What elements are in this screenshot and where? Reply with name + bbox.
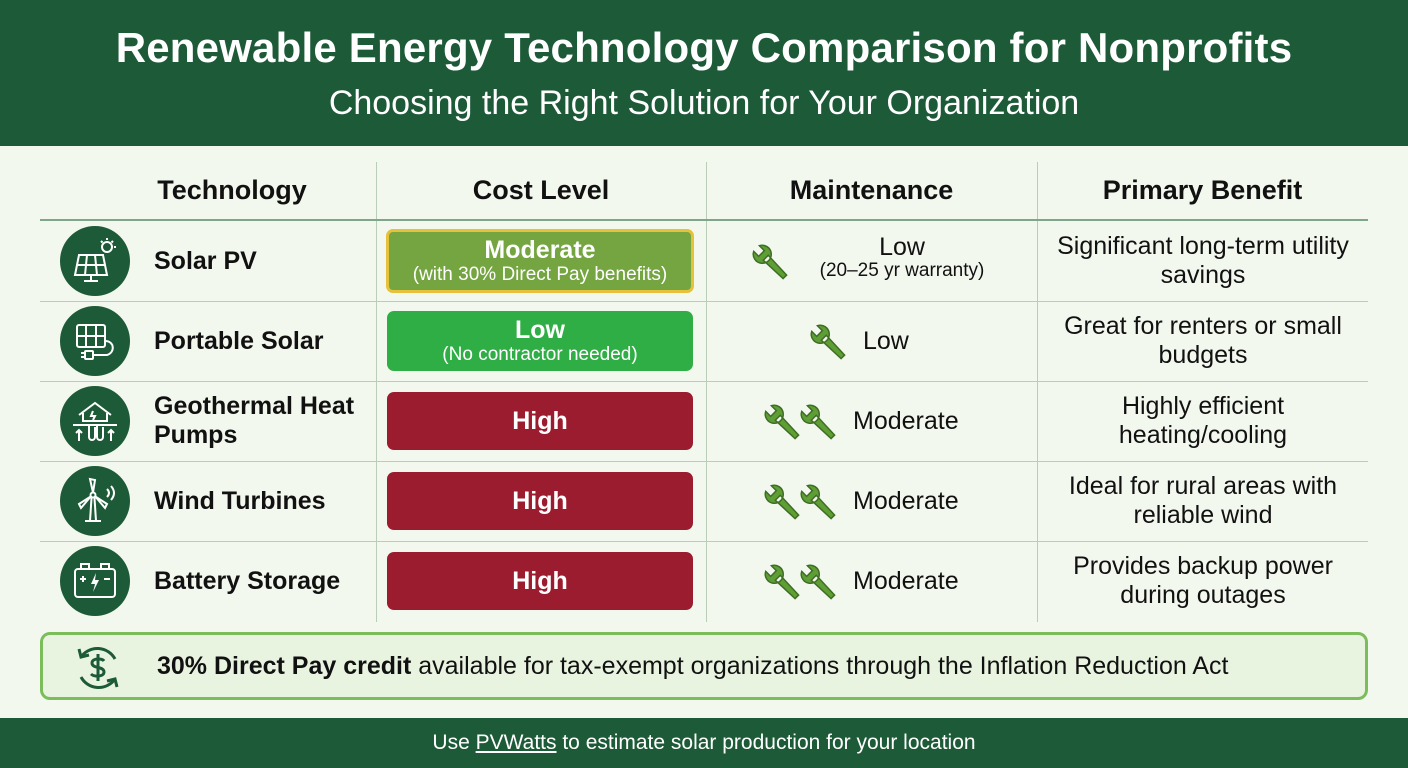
cost-badge-low: Low (No contractor needed): [387, 311, 693, 371]
technology-name: Wind Turbines: [154, 486, 326, 515]
maintenance-cell: Moderate: [707, 541, 1037, 621]
maintenance-level: Moderate: [853, 487, 959, 515]
comparison-table: Technology Cost Level Maintenance Primar…: [40, 162, 1368, 622]
technology-name: Battery Storage: [154, 566, 341, 595]
primary-benefit: Highly efficient heating/cooling: [1118, 392, 1288, 449]
cost-badge-high: High: [387, 472, 693, 530]
callout-text: 30% Direct Pay credit available for tax-…: [157, 635, 1228, 697]
primary-benefit: Provides backup power during outages: [1073, 552, 1333, 609]
column-header-cost: Cost Level: [472, 175, 610, 205]
row-divider: [40, 541, 1368, 542]
maintenance-cell: Low (20–25 yr warranty): [707, 221, 1037, 301]
wind-turbine-icon: [60, 466, 130, 536]
column-divider: [1037, 162, 1038, 622]
row-divider: [40, 461, 1368, 462]
cost-level: Moderate: [484, 236, 596, 264]
primary-benefit: Ideal for rural areas with reliable wind: [1068, 472, 1338, 529]
solar-panel-icon: [60, 226, 130, 296]
cost-level: High: [512, 567, 568, 595]
maintenance-text: Moderate: [853, 487, 959, 515]
portable-solar-icon: [60, 306, 130, 376]
maintenance-note: (20–25 yr warranty): [819, 260, 985, 281]
maintenance-text: Moderate: [853, 407, 959, 435]
battery-icon: [60, 546, 130, 616]
wrench-icon: [800, 404, 836, 440]
maintenance-cell: Low: [707, 301, 1037, 381]
footer-prefix: Use: [432, 731, 476, 754]
maintenance-cell: Moderate: [707, 461, 1037, 541]
technology-name: Portable Solar: [154, 326, 324, 355]
direct-pay-callout: 30% Direct Pay credit available for tax-…: [40, 632, 1368, 700]
footer-bar: Use PVWatts to estimate solar production…: [0, 718, 1408, 768]
column-header-maintenance: Maintenance: [789, 175, 954, 205]
page-subtitle: Choosing the Right Solution for Your Org…: [328, 84, 1080, 122]
dollar-cycle-icon: [77, 646, 119, 690]
wrench-icon: [800, 484, 836, 520]
page-title: Renewable Energy Technology Comparison f…: [115, 24, 1293, 71]
header-divider: [40, 219, 1368, 221]
cost-level: High: [512, 407, 568, 435]
cost-note: (No contractor needed): [442, 344, 638, 365]
callout-bold: 30% Direct Pay credit: [157, 652, 412, 680]
maintenance-text: Low: [863, 327, 909, 355]
cost-note: (with 30% Direct Pay benefits): [412, 264, 668, 285]
column-divider: [376, 162, 377, 622]
column-header-technology: Technology: [157, 175, 307, 205]
maintenance-text: Moderate: [853, 567, 959, 595]
table-row: Solar PV Moderate (with 30% Direct Pay b…: [40, 221, 1368, 301]
table-row: Geothermal Heat Pumps High Moderate High…: [40, 381, 1368, 461]
table-row: Portable Solar Low (No contractor needed…: [40, 301, 1368, 381]
maintenance-level: Moderate: [853, 567, 959, 595]
maintenance-level: Moderate: [853, 407, 959, 435]
wrench-icon: [752, 244, 788, 280]
geothermal-house-icon: [60, 386, 130, 456]
wrench-icon: [810, 324, 846, 360]
maintenance-cell: Moderate: [707, 381, 1037, 461]
cost-level: High: [512, 487, 568, 515]
wrench-icon: [764, 564, 800, 600]
header-banner: Renewable Energy Technology Comparison f…: [0, 0, 1408, 146]
wrench-icon: [764, 404, 800, 440]
technology-name: Solar PV: [154, 246, 257, 275]
table-row: Battery Storage High Moderate Provides b…: [40, 541, 1368, 621]
technology-name: Geothermal Heat Pumps: [154, 392, 355, 449]
table-row: Wind Turbines High Moderate Ideal for ru…: [40, 461, 1368, 541]
wrench-icon: [800, 564, 836, 600]
maintenance-text: Low (20–25 yr warranty): [807, 233, 997, 281]
row-divider: [40, 301, 1368, 302]
cost-badge-high: High: [387, 392, 693, 450]
primary-benefit: Great for renters or small budgets: [1064, 312, 1342, 369]
pvwatts-link[interactable]: PVWatts: [475, 731, 557, 754]
primary-benefit: Significant long-term utility savings: [1057, 232, 1349, 289]
row-divider: [40, 381, 1368, 382]
cost-level: Low: [515, 316, 565, 344]
column-header-benefit: Primary Benefit: [1102, 175, 1303, 205]
callout-rest: available for tax-exempt organizations t…: [411, 652, 1229, 680]
maintenance-level: Low: [863, 327, 909, 355]
footer-suffix: to estimate solar production for your lo…: [556, 731, 976, 754]
maintenance-level: Low: [879, 233, 925, 261]
column-divider: [706, 162, 707, 622]
cost-badge-moderate: Moderate (with 30% Direct Pay benefits): [386, 229, 694, 293]
cost-badge-high: High: [387, 552, 693, 610]
wrench-icon: [764, 484, 800, 520]
